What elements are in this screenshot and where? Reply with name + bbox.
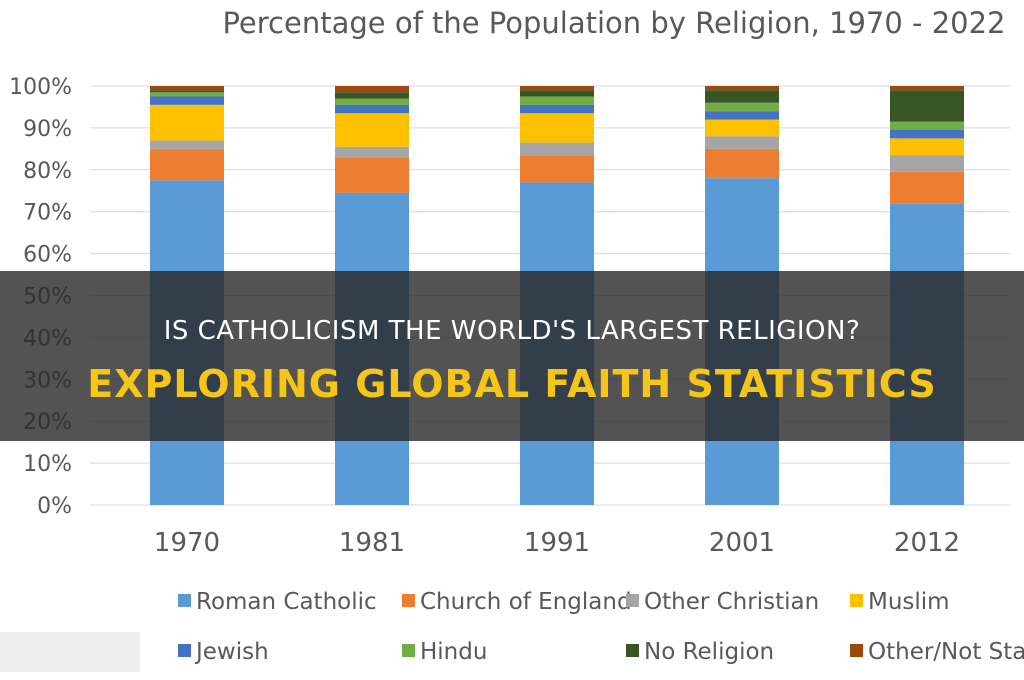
legend-swatch	[626, 644, 639, 657]
bar-segment	[335, 92, 409, 99]
bar-segment	[150, 86, 224, 91]
bar-segment	[335, 86, 409, 93]
x-tick-label: 2001	[709, 528, 775, 558]
bar-segment	[150, 92, 224, 97]
bar-segment	[705, 148, 779, 179]
bar-segment	[335, 146, 409, 158]
x-tick-label: 1981	[339, 528, 405, 558]
legend-label: Church of England	[420, 589, 632, 615]
bar-segment	[150, 140, 224, 149]
legend-label: Roman Catholic	[196, 589, 377, 615]
y-tick-label: 70%	[23, 201, 72, 226]
bar-segment	[890, 129, 964, 139]
bar-segment	[150, 148, 224, 181]
headline-banner	[0, 271, 1024, 441]
bar-segment	[890, 138, 964, 156]
y-tick-label: 10%	[23, 452, 72, 477]
bar-segment	[520, 90, 594, 97]
bar-segment	[890, 171, 964, 204]
bar-segment	[890, 121, 964, 130]
legend-label: No Religion	[644, 639, 774, 665]
headline-question: Is Catholicism The World's Largest Relig…	[163, 316, 861, 346]
bar-segment	[705, 102, 779, 112]
bar-segment	[335, 104, 409, 114]
bar-segment	[150, 96, 224, 105]
corner-panel	[0, 632, 140, 672]
legend-swatch	[850, 594, 863, 607]
legend-swatch	[178, 644, 191, 657]
bar-segment	[150, 104, 224, 141]
legend-label: Hindu	[420, 639, 487, 665]
bar-segment	[520, 86, 594, 91]
bar-segment	[890, 86, 964, 91]
legend-swatch	[850, 644, 863, 657]
bar-segment	[520, 96, 594, 105]
bar-segment	[335, 113, 409, 147]
bar-segment	[520, 155, 594, 183]
y-tick-label: 90%	[23, 117, 72, 142]
bar-segment	[150, 90, 224, 93]
y-tick-label: 60%	[23, 243, 72, 268]
legend: Roman Catholic Church of England Other Chr…	[178, 589, 1024, 665]
bar-segment	[705, 111, 779, 120]
legend-label: Jewish	[194, 639, 269, 665]
legend-label: Other/Not Stated	[868, 639, 1024, 665]
bar-segment	[890, 90, 964, 122]
legend-swatch	[402, 594, 415, 607]
x-tick-label: 2012	[894, 528, 960, 558]
legend-swatch	[402, 644, 415, 657]
bar-segment	[705, 86, 779, 91]
bar-segment	[890, 155, 964, 172]
headline-subtitle: Exploring Global Faith Statistics	[87, 362, 937, 406]
legend-label: Muslim	[868, 589, 950, 615]
legend-swatch	[626, 594, 639, 607]
legend-swatch	[178, 594, 191, 607]
bar-segment	[705, 90, 779, 103]
bar-segment	[335, 157, 409, 193]
chart-title: Percentage of the Population by Religion…	[222, 6, 1005, 40]
bar-segment	[520, 104, 594, 114]
x-tick-label: 1991	[524, 528, 590, 558]
bar-segment	[705, 119, 779, 137]
y-tick-label: 100%	[9, 75, 72, 100]
y-tick-label: 80%	[23, 159, 72, 184]
bar-segment	[520, 142, 594, 156]
bar-segment	[705, 136, 779, 149]
bar-segment	[335, 98, 409, 105]
x-tick-label: 1970	[154, 528, 220, 558]
y-tick-label: 0%	[37, 494, 72, 519]
legend-label: Other Christian	[644, 589, 819, 615]
x-axis: 1970 1981 1991 2001 2012	[154, 528, 960, 558]
bar-segment	[520, 113, 594, 143]
